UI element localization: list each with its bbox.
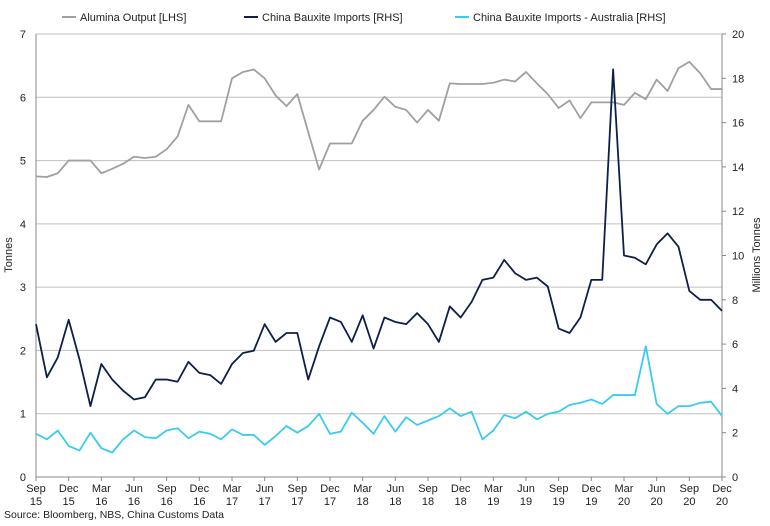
x-tick-label: Sep 19 [549,483,569,508]
y-tick-label: 6 [20,92,26,104]
y2-tick-label: 0 [732,472,738,484]
y2-tick-label: 4 [732,383,738,395]
y-tick-label: 3 [20,282,26,294]
y-tick-label: 0 [20,472,26,484]
y-tick-label: 4 [20,219,26,231]
series-line [35,345,723,454]
y2-tick-label: 16 [732,118,744,130]
y2-tick-label: 14 [732,162,744,174]
legend-label: China Bauxite Imports - Australia [RHS] [473,12,666,24]
x-tick-label: Dec 16 [190,483,210,508]
y-tick-label: 2 [20,345,26,357]
x-tick-label: Mar 18 [353,483,372,508]
series-line [35,68,723,408]
y2-tick-label: 20 [732,29,744,41]
y-tick-label: 7 [20,29,26,41]
y-tick-label: 1 [20,409,26,421]
y-axis-label: Tonnes [3,237,15,273]
source-note: Source: Bloomberg, NBS, China Customs Da… [4,509,224,521]
legend-label: Alumina Output [LHS] [80,12,186,24]
x-tick-label: Sep 15 [26,483,46,508]
x-tick-label: Sep 18 [418,483,438,508]
x-tick-label: Mar 16 [92,483,111,508]
y2-tick-label: 12 [732,206,744,218]
x-tick-label: Sep 16 [157,483,177,508]
x-tick-label: Dec 15 [59,483,79,508]
x-tick-label: Mar 17 [223,483,242,508]
x-tick-label: Dec 17 [320,483,340,508]
y2-tick-label: 8 [732,295,738,307]
x-tick-label: Jun 17 [256,483,274,508]
x-tick-label: Sep 20 [680,483,700,508]
y2-axis-label: Millions Tonnes [751,217,763,293]
x-tick-label: Dec 18 [451,483,471,508]
x-tick-label: Dec 20 [712,483,732,508]
x-tick-label: Sep 17 [288,483,308,508]
x-tick-label: Mar 20 [615,483,634,508]
y-tick-label: 5 [20,156,26,168]
legend-label: China Bauxite Imports [RHS] [262,12,403,24]
series-line [35,60,722,178]
y2-tick-label: 18 [732,73,744,85]
x-tick-label: Jun 16 [125,483,143,508]
y2-tick-label: 6 [732,339,738,351]
x-tick-label: Jun 18 [386,483,404,508]
x-tick-label: Jun 20 [648,483,666,508]
x-tick-label: Dec 19 [582,483,602,508]
x-tick-label: Jun 19 [517,483,535,508]
y2-tick-label: 2 [732,428,738,440]
y2-tick-label: 10 [732,251,744,263]
x-tick-label: Mar 19 [484,483,503,508]
